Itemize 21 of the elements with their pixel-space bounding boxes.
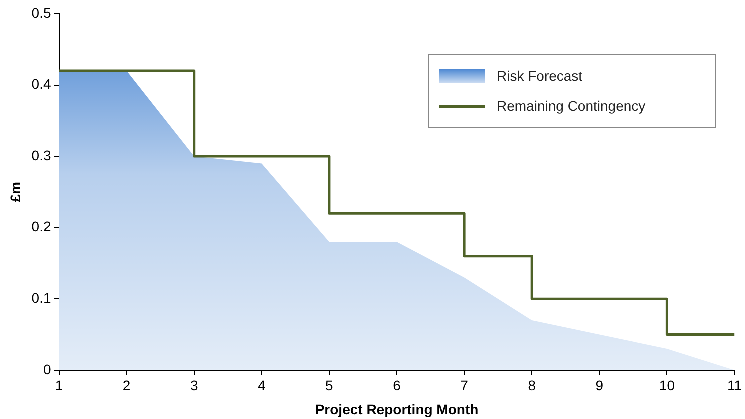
x-tick-label: 4 bbox=[258, 378, 266, 394]
y-tick-label: 0.1 bbox=[32, 290, 52, 306]
y-tick-label: 0.5 bbox=[32, 4, 52, 21]
y-tick-label: 0 bbox=[43, 361, 52, 378]
y-tick-label: 0.3 bbox=[32, 147, 52, 164]
x-tick-label: 11 bbox=[727, 378, 742, 394]
x-tick-label: 2 bbox=[122, 378, 131, 394]
legend-label: Risk Forecast bbox=[497, 68, 583, 84]
x-axis-title: Project Reporting Month bbox=[315, 401, 479, 418]
x-tick-label: 1 bbox=[55, 378, 64, 394]
y-tick-label: 0.4 bbox=[32, 76, 52, 92]
x-tick-label: 3 bbox=[190, 378, 198, 394]
x-tick-label: 7 bbox=[460, 378, 469, 394]
x-tick-label: 6 bbox=[393, 378, 402, 394]
x-tick-label: 9 bbox=[596, 378, 604, 394]
legend-label: Remaining Contingency bbox=[497, 98, 646, 114]
x-tick-label: 5 bbox=[326, 378, 334, 394]
x-tick-label: 10 bbox=[659, 378, 676, 394]
y-tick-label: 0.2 bbox=[32, 218, 52, 235]
y-axis-title: £m bbox=[7, 182, 24, 202]
x-tick-label: 8 bbox=[528, 378, 536, 394]
